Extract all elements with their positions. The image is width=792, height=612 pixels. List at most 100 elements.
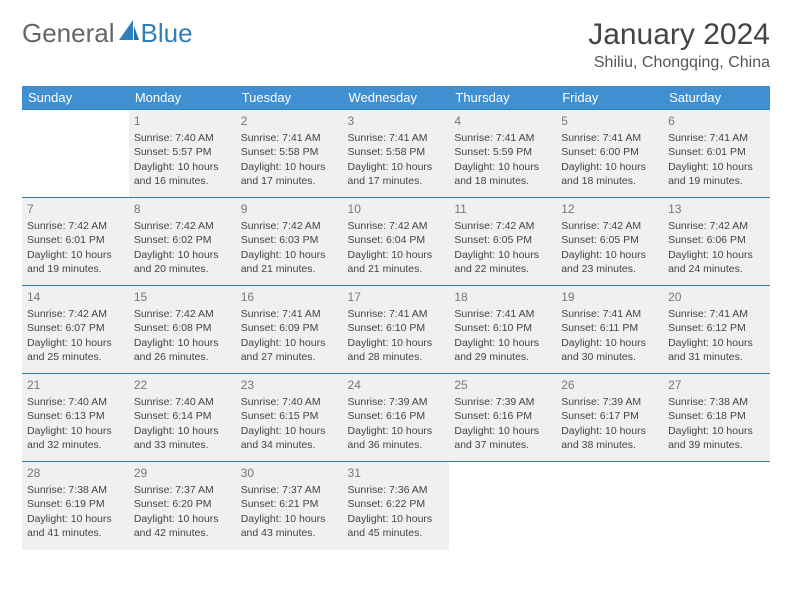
day-number: 18	[454, 289, 551, 305]
day-number: 4	[454, 113, 551, 129]
day-info-line: Sunset: 6:09 PM	[241, 321, 338, 335]
day-info-line: Daylight: 10 hours	[668, 248, 765, 262]
day-info-line: Daylight: 10 hours	[134, 424, 231, 438]
day-info-line: Sunrise: 7:42 AM	[241, 219, 338, 233]
calendar-cell	[663, 462, 770, 550]
day-info-line: Sunset: 6:01 PM	[668, 145, 765, 159]
day-info-line: and 42 minutes.	[134, 526, 231, 540]
calendar-cell: 23Sunrise: 7:40 AMSunset: 6:15 PMDayligh…	[236, 374, 343, 462]
day-number: 21	[27, 377, 124, 393]
day-number: 9	[241, 201, 338, 217]
day-info-line: Sunrise: 7:41 AM	[668, 307, 765, 321]
day-info-line: Sunrise: 7:42 AM	[134, 219, 231, 233]
day-info-line: Sunset: 6:00 PM	[561, 145, 658, 159]
day-info-line: Sunrise: 7:38 AM	[668, 395, 765, 409]
day-info-line: and 31 minutes.	[668, 350, 765, 364]
day-number: 22	[134, 377, 231, 393]
day-info-line: and 39 minutes.	[668, 438, 765, 452]
day-header: Tuesday	[236, 86, 343, 110]
day-header: Friday	[556, 86, 663, 110]
day-info-line: Sunset: 6:13 PM	[27, 409, 124, 423]
day-info-line: Daylight: 10 hours	[454, 424, 551, 438]
day-info-line: Daylight: 10 hours	[241, 336, 338, 350]
day-info-line: Daylight: 10 hours	[348, 160, 445, 174]
day-info-line: and 21 minutes.	[241, 262, 338, 276]
day-info-line: and 36 minutes.	[348, 438, 445, 452]
day-info-line: Daylight: 10 hours	[561, 336, 658, 350]
calendar-cell: 4Sunrise: 7:41 AMSunset: 5:59 PMDaylight…	[449, 110, 556, 198]
day-number: 14	[27, 289, 124, 305]
calendar-cell: 24Sunrise: 7:39 AMSunset: 6:16 PMDayligh…	[343, 374, 450, 462]
day-number: 15	[134, 289, 231, 305]
calendar-cell: 25Sunrise: 7:39 AMSunset: 6:16 PMDayligh…	[449, 374, 556, 462]
day-info-line: Daylight: 10 hours	[348, 248, 445, 262]
day-info-line: Sunset: 6:20 PM	[134, 497, 231, 511]
day-number: 23	[241, 377, 338, 393]
calendar-cell: 27Sunrise: 7:38 AMSunset: 6:18 PMDayligh…	[663, 374, 770, 462]
day-info-line: Sunrise: 7:41 AM	[348, 307, 445, 321]
day-info-line: Sunrise: 7:40 AM	[27, 395, 124, 409]
calendar-cell: 10Sunrise: 7:42 AMSunset: 6:04 PMDayligh…	[343, 198, 450, 286]
day-info-line: Daylight: 10 hours	[241, 424, 338, 438]
day-info-line: Sunset: 6:05 PM	[454, 233, 551, 247]
day-info-line: and 23 minutes.	[561, 262, 658, 276]
day-info-line: Daylight: 10 hours	[561, 424, 658, 438]
day-info-line: Sunset: 6:07 PM	[27, 321, 124, 335]
day-info-line: Daylight: 10 hours	[27, 336, 124, 350]
day-info-line: Sunset: 6:21 PM	[241, 497, 338, 511]
calendar-week-row: 28Sunrise: 7:38 AMSunset: 6:19 PMDayligh…	[22, 462, 770, 550]
day-number: 19	[561, 289, 658, 305]
calendar-cell	[449, 462, 556, 550]
logo-text-blue: Blue	[141, 18, 193, 49]
day-info-line: Daylight: 10 hours	[348, 336, 445, 350]
day-info-line: Daylight: 10 hours	[241, 160, 338, 174]
day-info-line: Sunrise: 7:42 AM	[454, 219, 551, 233]
day-info-line: Sunset: 6:14 PM	[134, 409, 231, 423]
month-title: January 2024	[588, 18, 770, 52]
day-header: Thursday	[449, 86, 556, 110]
calendar-cell: 21Sunrise: 7:40 AMSunset: 6:13 PMDayligh…	[22, 374, 129, 462]
day-info-line: Sunset: 5:59 PM	[454, 145, 551, 159]
calendar-cell: 30 Sunrise: 7:37 AMSunset: 6:21 PMDayligh…	[236, 462, 343, 550]
day-info-line: Sunrise: 7:40 AM	[134, 395, 231, 409]
day-number: 1	[134, 113, 231, 129]
day-info-line: Daylight: 10 hours	[241, 248, 338, 262]
day-info-line: Daylight: 10 hours	[454, 336, 551, 350]
day-number: 30	[241, 465, 338, 481]
day-info-line: and 34 minutes.	[241, 438, 338, 452]
day-info-line: Daylight: 10 hours	[348, 512, 445, 526]
day-info-line: Daylight: 10 hours	[241, 512, 338, 526]
day-info-line: Sunrise: 7:37 AM	[241, 483, 338, 497]
day-number: 20	[668, 289, 765, 305]
day-info-line: and 30 minutes.	[561, 350, 658, 364]
day-info-line: Daylight: 10 hours	[668, 160, 765, 174]
day-info-line: Sunrise: 7:36 AM	[348, 483, 445, 497]
calendar-cell: 14Sunrise: 7:42 AMSunset: 6:07 PMDayligh…	[22, 286, 129, 374]
day-info-line: Sunrise: 7:42 AM	[27, 219, 124, 233]
day-info-line: Sunset: 6:01 PM	[27, 233, 124, 247]
day-info-line: Daylight: 10 hours	[454, 248, 551, 262]
calendar-cell: 8Sunrise: 7:42 AMSunset: 6:02 PMDaylight…	[129, 198, 236, 286]
day-info-line: Sunset: 6:22 PM	[348, 497, 445, 511]
calendar-cell: 22 Sunrise: 7:40 AMSunset: 6:14 PMDayligh…	[129, 374, 236, 462]
day-info-line: Sunset: 6:12 PM	[668, 321, 765, 335]
calendar-week-row: 1Sunrise: 7:40 AMSunset: 5:57 PMDaylight…	[22, 110, 770, 198]
day-info-line: Sunrise: 7:41 AM	[241, 307, 338, 321]
day-info-line: Sunrise: 7:41 AM	[241, 131, 338, 145]
calendar-body: 1Sunrise: 7:40 AMSunset: 5:57 PMDaylight…	[22, 110, 770, 550]
calendar-cell: 1Sunrise: 7:40 AMSunset: 5:57 PMDaylight…	[129, 110, 236, 198]
calendar-cell: 16Sunrise: 7:41 AMSunset: 6:09 PMDayligh…	[236, 286, 343, 374]
day-info-line: Daylight: 10 hours	[561, 160, 658, 174]
day-number: 11	[454, 201, 551, 217]
day-info-line: and 20 minutes.	[134, 262, 231, 276]
day-info-line: and 16 minutes.	[134, 174, 231, 188]
day-info-line: Sunset: 6:16 PM	[348, 409, 445, 423]
day-number: 31	[348, 465, 445, 481]
day-info-line: Daylight: 10 hours	[134, 512, 231, 526]
day-number: 8	[134, 201, 231, 217]
day-info-line: Sunrise: 7:40 AM	[134, 131, 231, 145]
header: General Blue January 2024 Shiliu, Chongq…	[22, 18, 770, 72]
calendar-cell: 19Sunrise: 7:41 AMSunset: 6:11 PMDayligh…	[556, 286, 663, 374]
day-info-line: Daylight: 10 hours	[134, 248, 231, 262]
location: Shiliu, Chongqing, China	[588, 54, 770, 72]
